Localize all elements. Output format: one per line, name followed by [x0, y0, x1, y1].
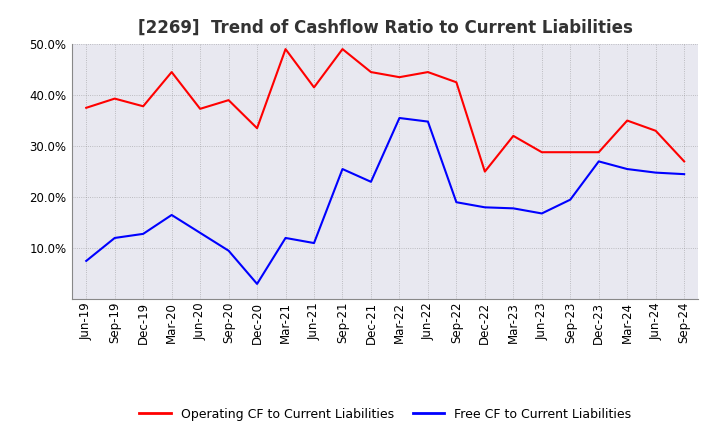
Legend: Operating CF to Current Liabilities, Free CF to Current Liabilities: Operating CF to Current Liabilities, Fre…	[135, 403, 636, 425]
Title: [2269]  Trend of Cashflow Ratio to Current Liabilities: [2269] Trend of Cashflow Ratio to Curren…	[138, 19, 633, 37]
